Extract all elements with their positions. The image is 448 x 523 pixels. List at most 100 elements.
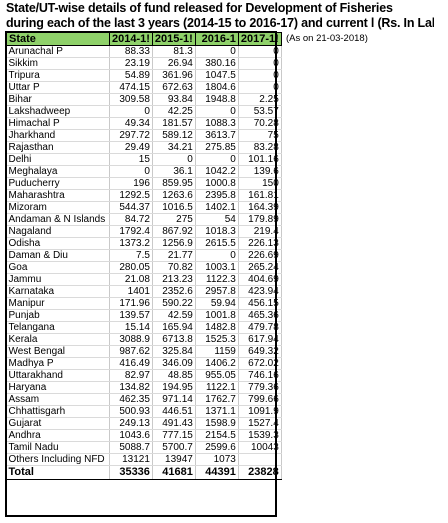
cell-2016-17[interactable]: 2395.8: [195, 189, 239, 202]
total-2015-16[interactable]: 41681: [152, 465, 196, 480]
cell-2015-16[interactable]: 589.12: [152, 129, 196, 142]
cell-2014-15[interactable]: 0: [109, 105, 153, 118]
cell-2015-16[interactable]: 971.14: [152, 393, 196, 406]
cell-2014-15[interactable]: 196: [109, 177, 153, 190]
cell-2015-16[interactable]: 81.3: [152, 45, 196, 58]
cell-state[interactable]: Uttarakhand: [6, 369, 110, 382]
cell-state[interactable]: Haryana: [6, 381, 110, 394]
cell-2014-15[interactable]: 5088.7: [109, 441, 153, 454]
cell-2016-17[interactable]: 1371.1: [195, 405, 239, 418]
cell-2016-17[interactable]: 1073: [195, 453, 239, 466]
cell-2015-16[interactable]: 36.1: [152, 165, 196, 178]
cell-2016-17[interactable]: 1159: [195, 345, 239, 358]
cell-2015-16[interactable]: 34.21: [152, 141, 196, 154]
cell-2015-16[interactable]: 6713.8: [152, 333, 196, 346]
cell-state[interactable]: Mizoram: [6, 201, 110, 214]
cell-2015-16[interactable]: 1256.9: [152, 237, 196, 250]
cell-2016-17[interactable]: 380.16: [195, 57, 239, 70]
cell-state[interactable]: Himachal P: [6, 117, 110, 130]
cell-state[interactable]: Others Including NFD: [6, 453, 110, 466]
cell-2015-16[interactable]: 672.63: [152, 81, 196, 94]
cell-2017-18[interactable]: 53.57: [238, 105, 282, 118]
total-2014-15[interactable]: 35336: [109, 465, 153, 480]
cell-2014-15[interactable]: 84.72: [109, 213, 153, 226]
cell-2014-15[interactable]: 1292.5: [109, 189, 153, 202]
cell-2017-18[interactable]: 101.16: [238, 153, 282, 166]
cell-2017-18[interactable]: 75: [238, 129, 282, 142]
cell-2016-17[interactable]: 275.85: [195, 141, 239, 154]
cell-state[interactable]: Manipur: [6, 297, 110, 310]
cell-2015-16[interactable]: 777.15: [152, 429, 196, 442]
cell-2017-18[interactable]: 672.02: [238, 357, 282, 370]
cell-2014-15[interactable]: 1792.4: [109, 225, 153, 238]
cell-state[interactable]: Jammu: [6, 273, 110, 286]
cell-2017-18[interactable]: 1527.4: [238, 417, 282, 430]
cell-2015-16[interactable]: 194.95: [152, 381, 196, 394]
cell-2017-18[interactable]: 70.28: [238, 117, 282, 130]
cell-2017-18[interactable]: 164.39: [238, 201, 282, 214]
cell-2015-16[interactable]: 42.25: [152, 105, 196, 118]
cell-2015-16[interactable]: 325.84: [152, 345, 196, 358]
cell-2014-15[interactable]: 7.5: [109, 249, 153, 262]
cell-2016-17[interactable]: 0: [195, 153, 239, 166]
cell-state[interactable]: Andaman & N Islands: [6, 213, 110, 226]
cell-2017-18[interactable]: 0: [238, 69, 282, 82]
cell-state[interactable]: Assam: [6, 393, 110, 406]
cell-2016-17[interactable]: 2957.8: [195, 285, 239, 298]
cell-2017-18[interactable]: 0: [238, 57, 282, 70]
cell-2015-16[interactable]: 2352.6: [152, 285, 196, 298]
cell-2017-18[interactable]: 139.6: [238, 165, 282, 178]
total-label[interactable]: Total: [6, 465, 110, 480]
cell-2016-17[interactable]: 955.05: [195, 369, 239, 382]
cell-2014-15[interactable]: 474.15: [109, 81, 153, 94]
cell-2016-17[interactable]: 1948.8: [195, 93, 239, 106]
cell-2015-16[interactable]: 1016.5: [152, 201, 196, 214]
cell-state[interactable]: West Bengal: [6, 345, 110, 358]
cell-2017-18[interactable]: 479.78: [238, 321, 282, 334]
total-2017-18[interactable]: 23828: [238, 465, 282, 480]
cell-2016-17[interactable]: 1804.6: [195, 81, 239, 94]
cell-2014-15[interactable]: 21.08: [109, 273, 153, 286]
total-2016-17[interactable]: 44391: [195, 465, 239, 480]
cell-2014-15[interactable]: 297.72: [109, 129, 153, 142]
cell-2015-16[interactable]: 346.09: [152, 357, 196, 370]
cell-state[interactable]: Tamil Nadu: [6, 441, 110, 454]
cell-2016-17[interactable]: 1482.8: [195, 321, 239, 334]
cell-2016-17[interactable]: 1525.3: [195, 333, 239, 346]
cell-state[interactable]: Puducherry: [6, 177, 110, 190]
cell-2015-16[interactable]: 21.77: [152, 249, 196, 262]
cell-2014-15[interactable]: 987.62: [109, 345, 153, 358]
cell-2015-16[interactable]: 13947: [152, 453, 196, 466]
cell-2017-18[interactable]: [238, 453, 282, 466]
cell-2016-17[interactable]: 1122.3: [195, 273, 239, 286]
cell-2014-15[interactable]: 1373.2: [109, 237, 153, 250]
cell-2014-15[interactable]: 462.35: [109, 393, 153, 406]
cell-2016-17[interactable]: 1762.7: [195, 393, 239, 406]
cell-state[interactable]: Nagaland: [6, 225, 110, 238]
cell-state[interactable]: Sikkim: [6, 57, 110, 70]
cell-2014-15[interactable]: 309.58: [109, 93, 153, 106]
cell-2015-16[interactable]: 361.96: [152, 69, 196, 82]
cell-2015-16[interactable]: 213.23: [152, 273, 196, 286]
column-header-2015-16[interactable]: 2015-1!: [151, 32, 196, 46]
cell-state[interactable]: Delhi: [6, 153, 110, 166]
cell-2016-17[interactable]: 1406.2: [195, 357, 239, 370]
cell-2015-16[interactable]: 590.22: [152, 297, 196, 310]
cell-2016-17[interactable]: 54: [195, 213, 239, 226]
cell-2015-16[interactable]: 165.94: [152, 321, 196, 334]
cell-2016-17[interactable]: 1402.1: [195, 201, 239, 214]
cell-2017-18[interactable]: 649.32: [238, 345, 282, 358]
cell-state[interactable]: Telangana: [6, 321, 110, 334]
cell-state[interactable]: Uttar P: [6, 81, 110, 94]
cell-2017-18[interactable]: 799.66: [238, 393, 282, 406]
column-header-2017-18[interactable]: 2017-1!: [237, 32, 282, 46]
cell-2017-18[interactable]: 779.36: [238, 381, 282, 394]
cell-2015-16[interactable]: 5700.7: [152, 441, 196, 454]
cell-2014-15[interactable]: 13121: [109, 453, 153, 466]
cell-2016-17[interactable]: 1122.1: [195, 381, 239, 394]
cell-2014-15[interactable]: 29.49: [109, 141, 153, 154]
cell-state[interactable]: Bihar: [6, 93, 110, 106]
cell-state[interactable]: Daman & Diu: [6, 249, 110, 262]
column-header-2016-17[interactable]: 2016-1: [194, 32, 239, 46]
cell-2015-16[interactable]: 867.92: [152, 225, 196, 238]
